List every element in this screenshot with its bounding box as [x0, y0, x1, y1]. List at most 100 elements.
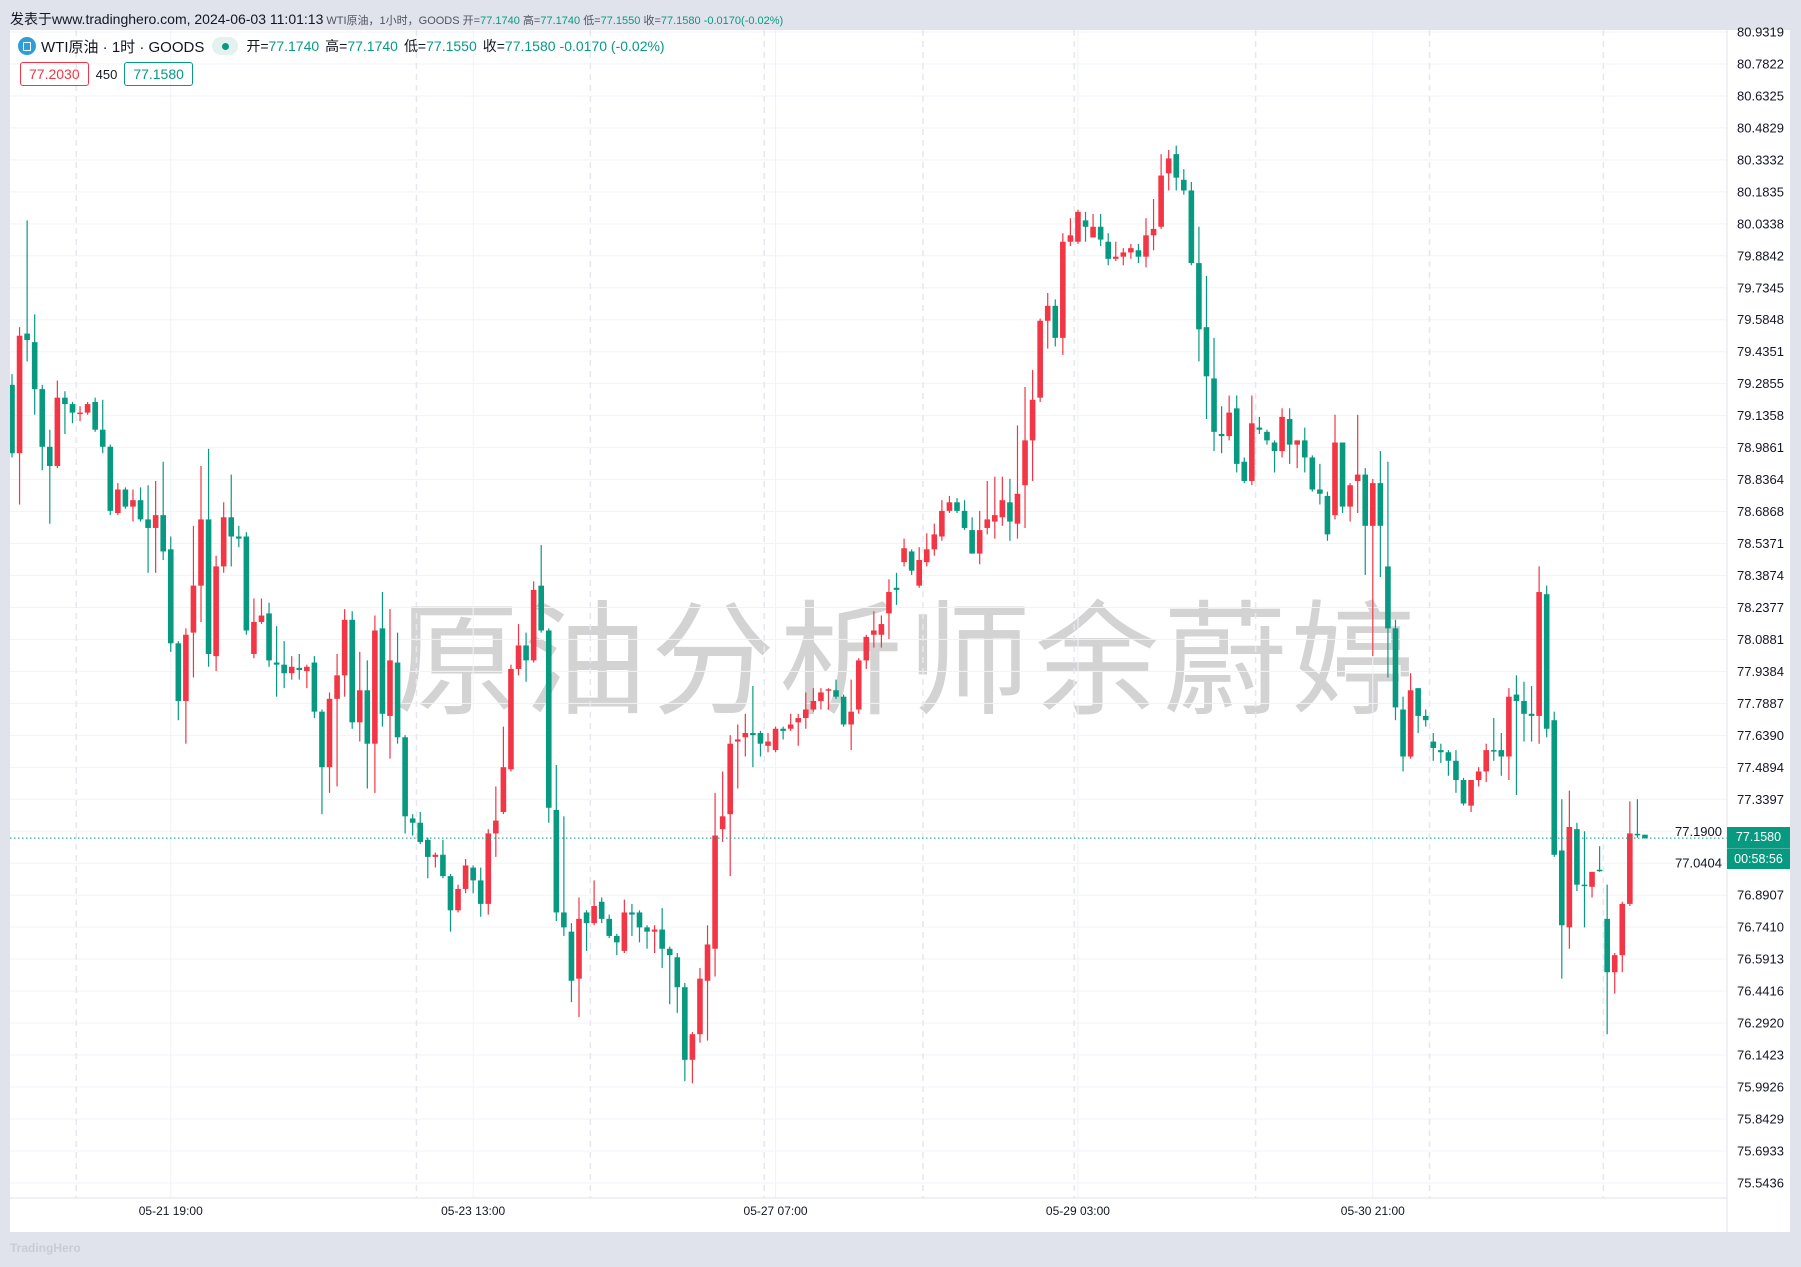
candle-down[interactable] [1135, 250, 1142, 257]
candle-down[interactable] [394, 662, 401, 738]
candle-down[interactable] [1596, 869, 1603, 872]
candle-down[interactable] [553, 809, 560, 913]
candle-up[interactable] [1022, 440, 1028, 486]
candle-up[interactable] [16, 335, 23, 454]
candle-down[interactable] [62, 397, 68, 405]
candle-down[interactable] [636, 912, 643, 928]
candle-up[interactable] [992, 515, 998, 522]
candle-down[interactable] [402, 737, 408, 817]
candle-down[interactable] [1430, 741, 1437, 748]
candle-up[interactable] [432, 854, 439, 857]
candle-up[interactable] [1347, 485, 1353, 507]
candle-up[interactable] [734, 739, 741, 742]
candle-up[interactable] [1120, 252, 1127, 257]
candle-up[interactable] [946, 502, 953, 511]
candle-down[interactable] [1309, 457, 1316, 490]
candle-down[interactable] [1181, 179, 1187, 191]
candle-down[interactable] [1256, 427, 1263, 430]
candle-down[interactable] [1218, 433, 1225, 437]
candle-down[interactable] [1233, 408, 1240, 464]
candle-down[interactable] [1392, 628, 1399, 708]
candle-down[interactable] [417, 822, 424, 842]
candle-up[interactable] [115, 489, 121, 514]
candle-down[interactable] [243, 536, 250, 631]
candle-up[interactable] [848, 711, 854, 725]
candle-down[interactable] [1196, 263, 1202, 330]
candle-up[interactable] [878, 624, 885, 635]
candle-down[interactable] [908, 551, 915, 571]
candle-up[interactable] [356, 690, 363, 723]
candle-down[interactable] [477, 880, 484, 904]
candle-down[interactable] [523, 645, 529, 661]
candle-up[interactable] [1294, 440, 1300, 445]
candle-down[interactable] [379, 628, 386, 714]
candle-up[interactable] [689, 1034, 696, 1060]
candle-up[interactable] [1128, 248, 1134, 253]
candle-up[interactable] [288, 666, 295, 674]
candle-down[interactable] [236, 536, 242, 539]
candle-up[interactable] [697, 978, 703, 1035]
candle-down[interactable] [1445, 752, 1452, 761]
candle-up[interactable] [462, 865, 469, 889]
candle-down[interactable] [561, 912, 567, 928]
candle-up[interactable] [810, 700, 817, 710]
candle-down[interactable] [228, 517, 235, 537]
candle-down[interactable] [1453, 760, 1459, 781]
candle-up[interactable] [341, 619, 348, 676]
candle-up[interactable] [508, 668, 514, 770]
candle-down[interactable] [598, 901, 605, 919]
candle-up[interactable] [651, 929, 658, 932]
buy-button[interactable]: 77.1580 [124, 62, 193, 86]
candle-down[interactable] [893, 587, 900, 590]
candle-up[interactable] [803, 709, 809, 719]
candle-down[interactable] [961, 510, 968, 528]
candle-up[interactable] [198, 519, 204, 586]
candle-down[interactable] [1513, 694, 1520, 701]
candle-down[interactable] [840, 696, 847, 725]
candle-down[interactable] [674, 957, 681, 988]
candle-up[interactable] [258, 615, 265, 622]
candle-down[interactable] [1400, 709, 1406, 757]
candle-down[interactable] [1173, 154, 1180, 178]
candle-up[interactable] [130, 500, 136, 507]
candle-up[interactable] [304, 666, 310, 672]
candle-down[interactable] [1634, 833, 1641, 836]
candle-down[interactable] [1324, 495, 1331, 535]
candle-down[interactable] [568, 931, 575, 981]
candle-up[interactable] [326, 698, 333, 768]
candle-up[interactable] [1112, 256, 1119, 259]
candle-down[interactable] [160, 515, 166, 552]
candle-up[interactable] [916, 559, 922, 586]
candle-up[interactable] [1354, 474, 1361, 481]
candle-down[interactable] [1052, 305, 1059, 338]
candle-down[interactable] [122, 489, 129, 507]
candle-down[interactable] [1362, 474, 1369, 526]
candle-up[interactable] [530, 589, 537, 661]
candle-down[interactable] [1082, 220, 1089, 227]
candle-up[interactable] [1483, 750, 1489, 772]
candle-down[interactable] [1574, 829, 1580, 885]
candle-up[interactable] [251, 621, 257, 654]
candle-down[interactable] [954, 502, 960, 511]
candle-down[interactable] [1642, 834, 1648, 839]
candle-down[interactable] [296, 667, 303, 671]
candle-down[interactable] [47, 446, 53, 467]
candle-up[interactable] [1249, 423, 1255, 481]
candle-up[interactable] [855, 660, 862, 710]
candle-down[interactable] [273, 662, 280, 665]
candle-down[interactable] [1007, 502, 1013, 522]
candle-up[interactable] [1332, 442, 1338, 516]
candle-up[interactable] [621, 912, 628, 951]
candle-down[interactable] [1490, 750, 1497, 752]
candle-up[interactable] [886, 592, 892, 614]
candle-down[interactable] [1188, 190, 1195, 264]
candle-up[interactable] [493, 820, 499, 834]
candle-down[interactable] [1385, 566, 1391, 629]
candle-up[interactable] [77, 412, 83, 415]
candle-up[interactable] [772, 728, 779, 751]
candle-up[interactable] [871, 630, 877, 635]
candle-down[interactable] [1301, 440, 1308, 458]
candle-down[interactable] [757, 733, 764, 744]
candle-down[interactable] [311, 662, 318, 712]
